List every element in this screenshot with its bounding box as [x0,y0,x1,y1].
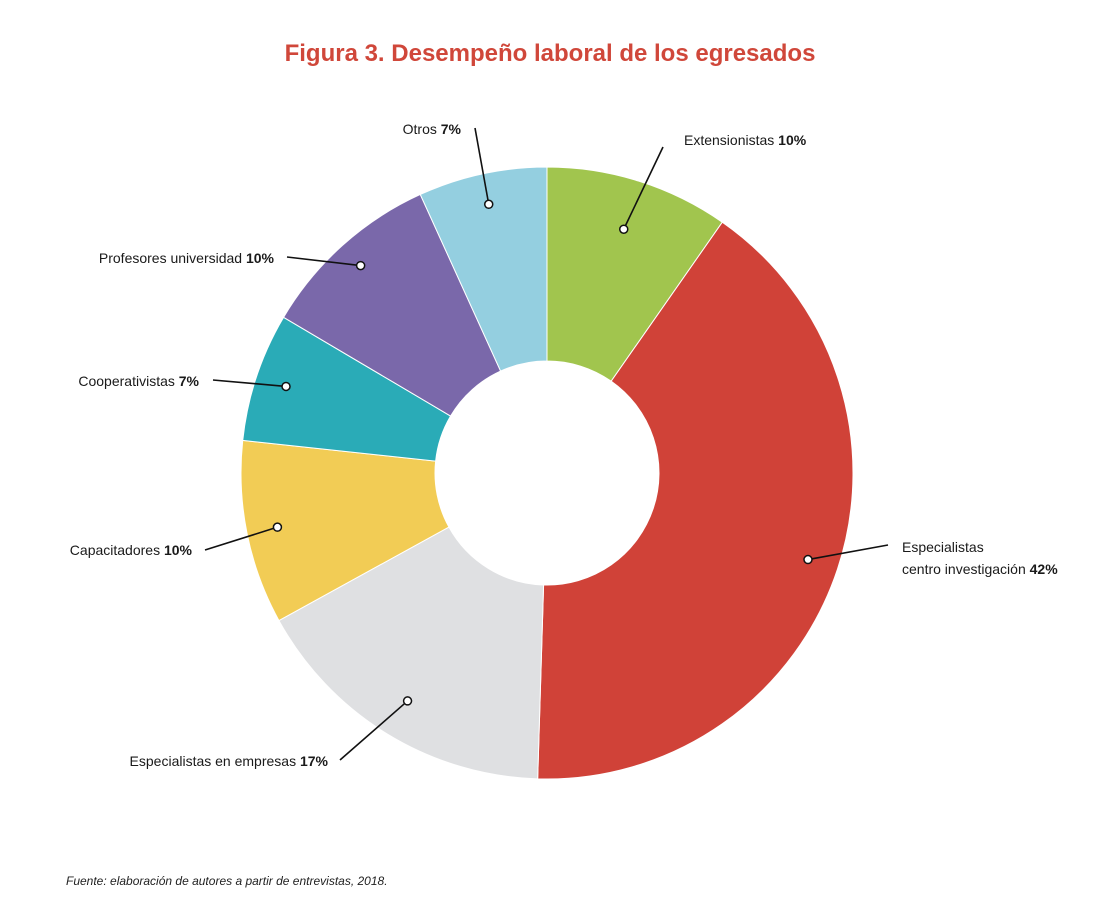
leader-dot-cooperativistas [281,381,291,392]
slice-value-especialistas-en-empresas: 17% [300,753,329,769]
slice-especialistas-centro-investigacion [537,221,854,780]
slice-label-especialistas-en-empresas: Especialistas en empresas 17% [130,753,329,769]
slice-value-cooperativistas: 7% [179,373,200,389]
slice-value-capacitadores: 10% [164,542,193,558]
leader-dot-otros [483,199,494,210]
leader-dot-especialistas-centro-investigacion [803,554,813,565]
leader-dot-capacitadores [272,522,283,532]
slice-profesores-universidad [282,193,502,417]
chart-title: Figura 3. Desempeño laboral de los egres… [284,40,816,67]
leader-line-cooperativistas [212,379,287,388]
leader-line-profesores-universidad [286,256,361,267]
slice-label-especialistas-centro-investigacion: Especialistas centro investigación 42% [902,539,1058,577]
leader-line-extensionistas [623,146,664,230]
slice-extensionistas [546,166,723,382]
slice-label-capacitadores: Capacitadores 10% [70,542,193,558]
slice-label-otros: Otros 7% [403,121,462,137]
leader-dot-extensionistas [618,224,629,234]
slice-value-extensionistas: 10% [778,132,807,148]
leader-dot-profesores-universidad [355,260,366,271]
chart-source: Fuente: elaboración de autores a partir … [66,874,388,888]
leader-line-capacitadores [204,526,278,551]
slice-value-profesores-universidad: 10% [246,250,275,266]
leader-line-especialistas-centro-investigacion [807,544,889,561]
slice-capacitadores [240,439,450,622]
slice-otros [419,166,548,372]
leader-line-otros [474,127,490,205]
slice-value-otros: 7% [441,121,462,137]
slice-especialistas-en-empresas [278,526,545,780]
slice-value-especialistas-centro-investigacion: 42% [1030,561,1059,577]
leader-dot-especialistas-en-empresas [402,696,413,706]
slice-label-cooperativistas: Cooperativistas 7% [78,373,199,389]
slice-label-extensionistas: Extensionistas 10% [684,132,807,148]
slice-label-profesores-universidad: Profesores universidad 10% [99,250,275,266]
leader-line-especialistas-en-empresas [339,700,409,761]
